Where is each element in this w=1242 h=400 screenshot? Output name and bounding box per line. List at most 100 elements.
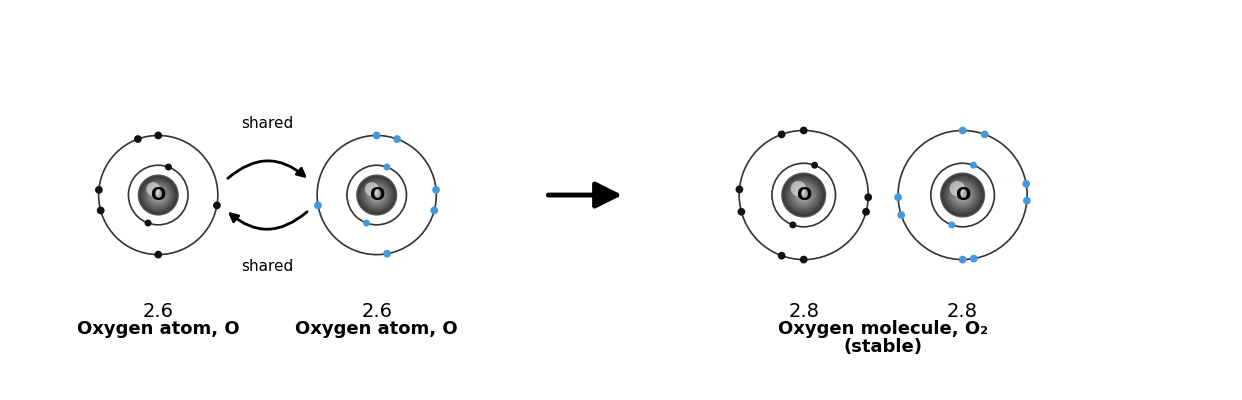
Circle shape xyxy=(153,190,164,201)
Circle shape xyxy=(369,187,385,203)
Circle shape xyxy=(384,250,390,257)
Circle shape xyxy=(949,182,976,208)
Circle shape xyxy=(138,175,178,215)
Circle shape xyxy=(958,190,968,200)
Circle shape xyxy=(782,174,825,216)
Circle shape xyxy=(950,183,975,207)
Circle shape xyxy=(153,190,163,200)
Circle shape xyxy=(784,175,823,215)
Circle shape xyxy=(366,185,388,205)
Circle shape xyxy=(961,194,964,196)
Circle shape xyxy=(951,184,974,206)
Circle shape xyxy=(139,176,178,214)
Circle shape xyxy=(951,184,974,206)
Circle shape xyxy=(96,187,102,193)
Circle shape xyxy=(156,193,160,197)
Circle shape xyxy=(364,182,390,208)
Circle shape xyxy=(152,188,165,202)
Circle shape xyxy=(371,190,383,200)
Circle shape xyxy=(799,190,809,200)
Circle shape xyxy=(150,187,166,203)
Circle shape xyxy=(359,178,394,212)
Circle shape xyxy=(954,187,971,204)
Circle shape xyxy=(961,194,964,196)
Circle shape xyxy=(98,207,104,214)
Circle shape xyxy=(359,177,395,213)
Circle shape xyxy=(737,186,743,192)
Circle shape xyxy=(792,184,815,206)
Circle shape xyxy=(802,194,805,196)
Circle shape xyxy=(792,184,815,206)
Text: O: O xyxy=(955,186,970,204)
Circle shape xyxy=(959,127,966,134)
Circle shape xyxy=(368,186,386,204)
Circle shape xyxy=(971,162,976,168)
Circle shape xyxy=(790,182,817,208)
Circle shape xyxy=(148,184,169,206)
Circle shape xyxy=(142,178,175,212)
Circle shape xyxy=(953,185,972,205)
Circle shape xyxy=(959,192,966,198)
Circle shape xyxy=(801,127,807,134)
Circle shape xyxy=(158,194,159,196)
Circle shape xyxy=(360,179,392,211)
Text: 2.6: 2.6 xyxy=(143,302,174,321)
Circle shape xyxy=(145,182,171,208)
Circle shape xyxy=(150,187,166,203)
Circle shape xyxy=(358,176,395,214)
Circle shape xyxy=(961,193,965,197)
Circle shape xyxy=(799,190,810,200)
Text: O: O xyxy=(796,186,811,204)
Circle shape xyxy=(144,181,173,209)
Circle shape xyxy=(368,186,386,205)
Circle shape xyxy=(949,182,976,208)
Circle shape xyxy=(152,188,165,202)
Circle shape xyxy=(800,191,807,199)
Circle shape xyxy=(148,185,169,205)
Circle shape xyxy=(955,187,970,203)
Circle shape xyxy=(959,191,966,199)
Circle shape xyxy=(953,185,972,205)
Circle shape xyxy=(785,176,822,214)
Circle shape xyxy=(1023,198,1030,204)
Circle shape xyxy=(154,191,163,199)
Circle shape xyxy=(791,182,816,208)
Circle shape xyxy=(956,188,969,202)
Circle shape xyxy=(944,176,981,214)
Circle shape xyxy=(363,181,391,209)
Circle shape xyxy=(956,189,969,201)
Circle shape xyxy=(981,131,987,138)
Circle shape xyxy=(156,193,160,197)
Circle shape xyxy=(356,175,396,215)
Circle shape xyxy=(898,212,904,218)
Circle shape xyxy=(147,182,160,196)
Circle shape xyxy=(794,185,814,205)
Circle shape xyxy=(953,184,974,206)
Circle shape xyxy=(794,184,815,206)
Text: shared: shared xyxy=(241,116,293,131)
Circle shape xyxy=(943,175,982,216)
Circle shape xyxy=(154,191,163,199)
Circle shape xyxy=(374,192,379,198)
Circle shape xyxy=(941,174,984,216)
Circle shape xyxy=(944,176,981,214)
Circle shape xyxy=(779,252,785,259)
Circle shape xyxy=(142,179,174,211)
Circle shape xyxy=(369,187,385,203)
Circle shape xyxy=(1023,181,1030,187)
Circle shape xyxy=(960,193,965,197)
Circle shape xyxy=(361,179,392,211)
Circle shape xyxy=(790,222,796,228)
Circle shape xyxy=(365,183,389,207)
Circle shape xyxy=(142,178,175,212)
Circle shape xyxy=(785,176,822,214)
Circle shape xyxy=(786,178,821,212)
Circle shape xyxy=(144,180,173,210)
Circle shape xyxy=(800,192,807,198)
Circle shape xyxy=(145,182,171,208)
Circle shape xyxy=(155,192,161,198)
Circle shape xyxy=(364,182,389,208)
Circle shape xyxy=(949,181,976,209)
Circle shape xyxy=(795,186,812,204)
Circle shape xyxy=(359,178,394,212)
